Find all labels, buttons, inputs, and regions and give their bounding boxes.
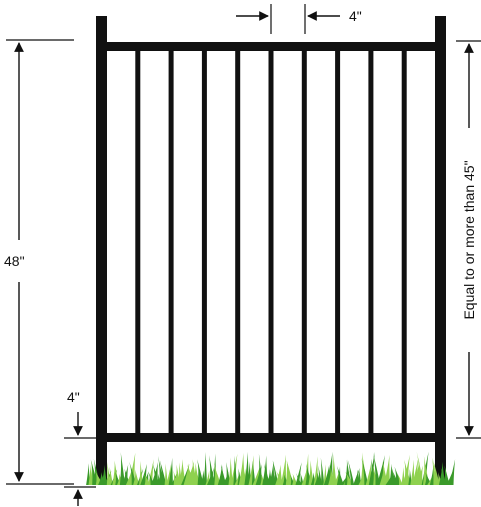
grass-blade [129, 461, 137, 485]
grass-blade [251, 460, 256, 485]
grass-blade [203, 452, 207, 485]
left-post [96, 16, 107, 484]
grass-blade [410, 459, 415, 485]
grass-blade [308, 460, 314, 485]
grass-blade [269, 460, 275, 485]
picket [201, 48, 207, 438]
grass-blade [148, 459, 154, 485]
grass-blade [372, 452, 381, 485]
fence-height-label: 48" [4, 253, 25, 269]
fence [96, 16, 446, 484]
grass-blade [220, 465, 227, 485]
gate-height-requirement-dimension: Equal to or more than 45" [456, 40, 481, 439]
grass-blade [318, 465, 322, 485]
grass-blade [408, 469, 412, 485]
grass-blade [272, 460, 279, 485]
grass-blade [313, 456, 318, 485]
grass-blade [361, 458, 369, 485]
grass-blade [238, 452, 246, 485]
grass-blade [331, 454, 337, 485]
grass-blade [347, 459, 355, 485]
grass-blade [86, 463, 90, 485]
grass-blade [152, 463, 160, 485]
picket-spacing-label: 4" [349, 8, 362, 24]
grass-blade [353, 467, 360, 485]
grass-blade [449, 459, 456, 485]
grass-blade [164, 463, 168, 485]
picket [268, 48, 274, 438]
grass-blade [336, 465, 344, 485]
picket [135, 48, 141, 438]
picket [401, 48, 407, 438]
grass-blade [383, 455, 391, 485]
top-rail [96, 42, 446, 51]
grass-blade [357, 468, 362, 485]
grass-blade [443, 465, 450, 485]
grass-blade [139, 460, 143, 485]
grass-blade [168, 457, 173, 485]
bottom-clearance-label: 4" [67, 389, 80, 405]
picket-spacing-dimension: 4" [236, 4, 362, 34]
grass-blade [209, 455, 215, 485]
grass-blade [295, 462, 302, 485]
grass-blade [106, 461, 111, 485]
fence-height-dimension: 48" [4, 39, 74, 485]
bottom-clearance-dimension: 4" [64, 389, 96, 506]
grass-blade [416, 451, 424, 485]
picket [335, 48, 341, 438]
grass-blade [320, 457, 325, 485]
pickets [135, 48, 407, 438]
grass-blade [404, 459, 412, 485]
grass [86, 451, 456, 485]
grass-blade [159, 460, 167, 485]
picket [368, 48, 374, 438]
gate-height-requirement-label: Equal to or more than 45" [461, 160, 477, 319]
picket [301, 48, 307, 438]
grass-blade [187, 464, 196, 485]
picket [168, 48, 174, 438]
right-post [435, 16, 446, 484]
grass-blade [432, 458, 440, 485]
grass-blade [258, 453, 263, 485]
grass-blade [197, 459, 204, 485]
grass-blade [296, 473, 302, 485]
grass-blade [119, 452, 126, 485]
picket [235, 48, 241, 438]
grass-blade [397, 473, 403, 485]
grass-blade [133, 469, 140, 485]
grass-blade [244, 451, 249, 485]
grass-blade [109, 466, 113, 485]
grass-blade [228, 457, 233, 485]
grass-blade [101, 464, 108, 485]
grass-blade [233, 455, 237, 485]
